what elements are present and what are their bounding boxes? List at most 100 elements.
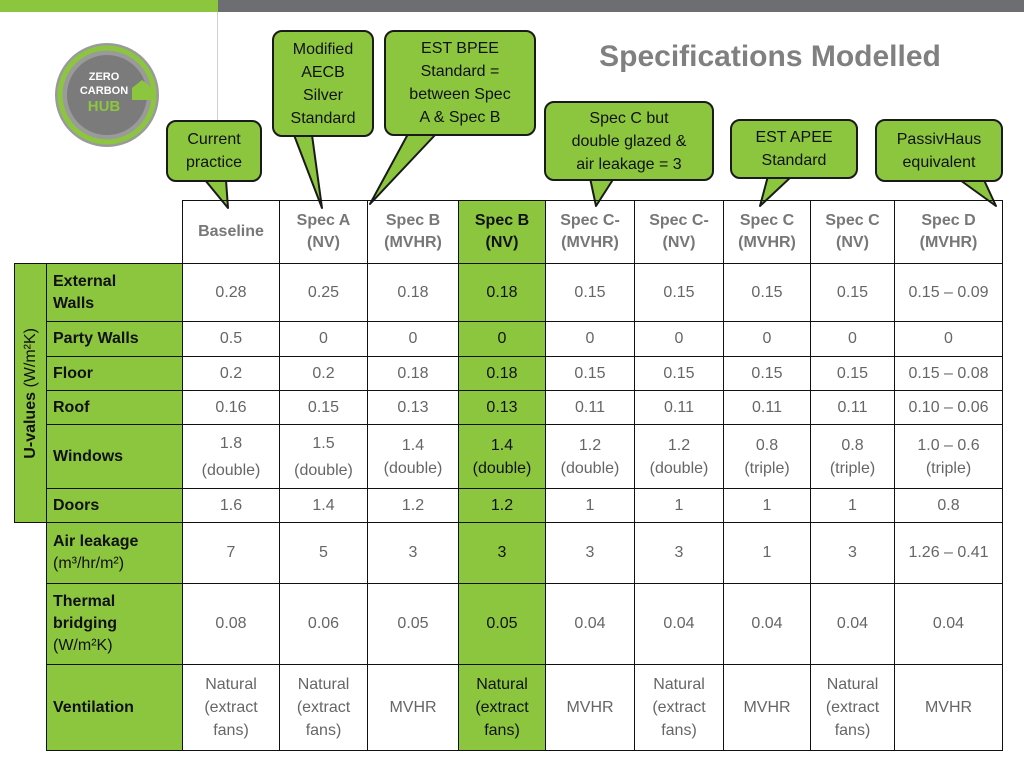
table-cell: 0 [634, 321, 724, 357]
callout-text: Spec C but double glazed & air leakage = 3 [571, 109, 687, 173]
table-cell: 0.16 [182, 390, 280, 425]
table-cell: 0.15 [634, 263, 724, 322]
callout-aecb: Modified AECB Silver Standard [272, 30, 374, 137]
table-cell: 0.5 [182, 321, 280, 357]
table-cell: 0.18 [458, 263, 546, 322]
row-label-floor: Floor [46, 356, 183, 391]
table-row: Doors 1.6 1.4 1.2 1.2 1 1 1 1 0.8 [15, 488, 1003, 523]
zero-carbon-hub-logo: ZERO CARBON HUB [55, 43, 159, 147]
table-cell: Natural (extract fans) [182, 664, 280, 751]
table-cell: 0.11 [723, 390, 811, 425]
table-cell: 0.18 [367, 263, 459, 322]
table-cell: 3 [545, 522, 635, 584]
table-cell: 0.18 [367, 356, 459, 391]
empty-corner [15, 201, 47, 264]
table-cell: 0.15 [810, 263, 895, 322]
callout-text: Modified AECB Silver Standard [290, 40, 356, 127]
table-cell: 0.15 [723, 263, 811, 322]
table-cell: 0.04 [545, 583, 635, 665]
divider-line [217, 12, 218, 124]
table-cell: 0 [545, 321, 635, 357]
callout-pointer-aecb [293, 134, 323, 209]
table-cell: 1.8 (double) [182, 424, 280, 489]
header-row: Baseline Spec A (NV) Spec B (MVHR) Spec B(… [15, 200, 1003, 264]
table-cell: 0.04 [894, 583, 1003, 665]
table-cell: 3 [458, 522, 546, 584]
logo-text-line1: ZERO [89, 71, 120, 83]
column-header-spec-d-mvhr: Spec D (MVHR) [894, 200, 1003, 264]
table-cell: 1 [723, 522, 811, 584]
top-bar-accent [0, 0, 218, 12]
table-cell: 1 [810, 488, 895, 523]
table-row: Ventilation Natural (extract fans) Natural… [15, 664, 1003, 751]
table-cell: Natural (extract fans) [458, 664, 546, 751]
table-row: Air leakage (m³/hr/m²) 7 5 3 3 3 3 1 3 1.… [15, 522, 1003, 584]
column-header-spec-c-nv: Spec C (NV) [810, 200, 895, 264]
table-cell: 0.28 [182, 263, 280, 322]
logo-text-line3: HUB [88, 98, 121, 115]
row-label-air-leakage: Air leakage (m³/hr/m²) [46, 522, 183, 584]
table-cell: 0.06 [279, 583, 368, 665]
table-cell: 7 [182, 522, 280, 584]
table-cell: 0.18 [458, 356, 546, 391]
table-row: Party Walls 0.5 0 0 0 0 0 0 0 0 [15, 321, 1003, 357]
table-cell: 1.4 [279, 488, 368, 523]
table-cell: 1.4 (double) [458, 424, 546, 489]
callout-passivhaus: PassivHaus equivalent [875, 119, 1003, 182]
table-row: Windows 1.8 (double) 1.5 (double) 1.4 (doub… [15, 424, 1003, 489]
table-cell: 1 [545, 488, 635, 523]
row-label-thermal-bridging: Thermal bridging (W/m²K) [46, 583, 183, 665]
table-cell: Natural (extract fans) [279, 664, 368, 751]
table-cell: 0.04 [723, 583, 811, 665]
table-cell: 0.13 [367, 390, 459, 425]
callout-pointer-bpee [369, 133, 437, 205]
table-cell: 0.25 [279, 263, 368, 322]
table-cell: Natural (extract fans) [810, 664, 895, 751]
table-row: U-values (W/m²K) External Walls 0.28 0.25… [14, 263, 1003, 523]
table-cell: 0.10 – 0.06 [894, 390, 1003, 425]
callout-apee: EST APEE Standard [730, 119, 858, 179]
specifications-table: Baseline Spec A (NV) Spec B (MVHR) Spec B(… [14, 200, 1003, 751]
table-cell: 0.05 [458, 583, 546, 665]
table-cell: 1.2 [367, 488, 459, 523]
table-cell: 0.08 [182, 583, 280, 665]
table-cell: 0.15 – 0.08 [894, 356, 1003, 391]
table-cell: 0.15 [545, 263, 635, 322]
table-cell: 0.11 [810, 390, 895, 425]
table-cell: 1 [634, 488, 724, 523]
table-cell: 0.13 [458, 390, 546, 425]
table-cell: 0.8 [894, 488, 1003, 523]
callout-text: EST APEE Standard [755, 129, 833, 169]
row-label-roof: Roof [46, 390, 183, 425]
callout-text: PassivHaus equivalent [896, 130, 982, 171]
callout-current-practice: Current practice [166, 120, 262, 182]
column-header-spec-c-minus-mvhr: Spec C- (MVHR) [545, 200, 635, 264]
top-bar [218, 0, 1024, 12]
table-cell: 0 [458, 321, 546, 357]
table-cell: 0.11 [545, 390, 635, 425]
table-cell: 1.4 (double) [367, 424, 459, 489]
table-cell: 1.26 – 0.41 [894, 522, 1003, 584]
table-cell: MVHR [367, 664, 459, 751]
table-cell: 1.6 [182, 488, 280, 523]
table-row: Floor 0.2 0.2 0.18 0.18 0.15 0.15 0.15 0… [15, 356, 1003, 391]
table-cell: 0.8 (triple) [723, 424, 811, 489]
table-cell: MVHR [723, 664, 811, 751]
table-cell: 0 [279, 321, 368, 357]
table-row: Thermal bridging (W/m²K) 0.08 0.06 0.05 0.… [15, 583, 1003, 665]
table-cell: 0.15 [634, 356, 724, 391]
table-cell: MVHR [545, 664, 635, 751]
table-cell: 1.5 (double) [279, 424, 368, 489]
table-cell: 1.2 (double) [634, 424, 724, 489]
table-cell: 0.15 – 0.09 [894, 263, 1003, 322]
table-cell: 1.2 [458, 488, 546, 523]
row-label-ventilation: Ventilation [46, 664, 183, 751]
logo-text-line2: CARBON [80, 85, 128, 97]
page-title: Specifications Modelled [599, 40, 941, 73]
row-label-windows: Windows [46, 424, 183, 489]
callout-spec-c-note: Spec C but double glazed & air leakage = 3 [544, 101, 714, 181]
table-cell: 0.04 [810, 583, 895, 665]
table-cell: 0 [894, 321, 1003, 357]
callout-bpee: EST BPEE Standard = between Spec A & Spec B [384, 30, 536, 136]
table-cell: 1.2 (double) [545, 424, 635, 489]
